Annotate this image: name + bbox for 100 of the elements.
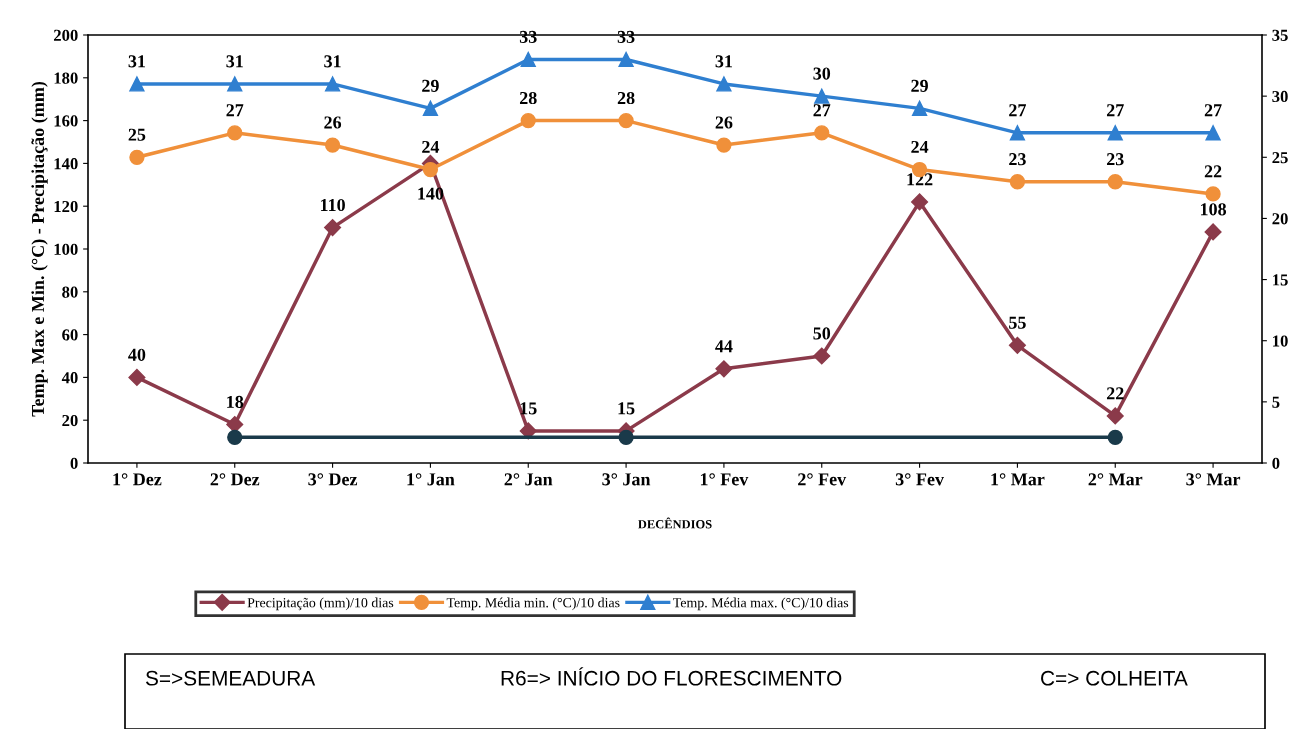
y2-tick-label: 0 <box>1272 457 1280 469</box>
data-label: 27 <box>813 104 831 117</box>
point <box>128 368 146 386</box>
data-label: 18 <box>227 395 244 408</box>
data-label: 27 <box>1106 104 1124 117</box>
point <box>1107 174 1123 190</box>
data-label: 26 <box>324 116 342 129</box>
point <box>520 112 536 129</box>
data-label: 55 <box>1009 316 1026 329</box>
data-label: 31 <box>324 55 341 68</box>
text: R6=> INÍCIO DO FLORESCIMENTO <box>501 667 842 686</box>
x-tick-label: 2° Jan <box>504 473 553 486</box>
x-tick-label: 2° Dez <box>210 473 260 486</box>
point <box>1107 429 1123 445</box>
x-tick-label: 2° Fev <box>798 473 847 486</box>
point <box>324 76 341 92</box>
point <box>1205 125 1221 141</box>
point <box>814 125 830 141</box>
point <box>1009 174 1026 190</box>
y-tick-label: 0 <box>70 457 78 469</box>
point <box>716 137 732 153</box>
y-tick-label: 80 <box>62 286 78 298</box>
y2-tick-label: 30 <box>1272 90 1288 103</box>
point <box>911 100 928 117</box>
point <box>324 219 342 237</box>
text: S=>SEMEADURA <box>145 670 316 686</box>
data-label: 50 <box>813 327 831 340</box>
data-label: 22 <box>1106 387 1124 400</box>
y-tick-label: 160 <box>54 115 78 127</box>
point <box>1204 223 1222 241</box>
y2-tick-label: 25 <box>1272 152 1288 164</box>
legend-label: Temp. Média max. (°C)/10 dias <box>673 597 849 611</box>
point <box>1106 407 1124 425</box>
y-tick-label: 140 <box>54 158 78 170</box>
data-label: 31 <box>226 55 243 68</box>
data-label: 110 <box>320 198 345 212</box>
data-label: 44 <box>715 340 733 353</box>
data-label: 29 <box>911 79 928 92</box>
point <box>520 51 536 68</box>
point <box>324 137 341 153</box>
x-tick-label: 1° Fev <box>700 473 749 486</box>
point <box>1107 125 1123 141</box>
legend-label: Temp. Média min. (°C)/10 dias <box>446 597 620 611</box>
point <box>129 149 145 165</box>
point <box>227 76 243 92</box>
x-tick-label: 3° Jan <box>602 473 651 486</box>
data-label: 24 <box>422 140 440 153</box>
y-tick-label: 60 <box>62 329 78 341</box>
point <box>1205 186 1221 202</box>
point <box>422 161 439 178</box>
point <box>814 88 830 104</box>
data-label: 23 <box>1009 153 1026 166</box>
data-label: 28 <box>519 91 537 105</box>
text: C=> COLHEITA <box>1041 670 1188 686</box>
data-label: 31 <box>128 55 146 68</box>
data-label: 22 <box>1204 165 1222 178</box>
y-tick-label: 20 <box>62 414 78 427</box>
x-tick-label: 3° Fev <box>895 473 944 486</box>
data-label: 27 <box>1009 104 1026 117</box>
point <box>618 112 634 129</box>
point <box>618 51 634 68</box>
point <box>618 429 634 445</box>
data-label: 26 <box>715 116 733 129</box>
y2-tick-label: 10 <box>1273 335 1288 347</box>
point <box>227 125 243 141</box>
point <box>911 193 929 211</box>
y-tick-label: 200 <box>53 29 78 41</box>
data-label: 23 <box>1106 153 1124 166</box>
point <box>716 76 732 92</box>
y2-tick-label: 5 <box>1272 396 1280 408</box>
x-tick-label: 1° Jan <box>407 473 455 486</box>
point <box>129 76 145 92</box>
x-axis-title: DECÊNDIOS <box>638 517 712 529</box>
data-label: 31 <box>715 55 733 68</box>
legend-label: Precipitação (mm)/10 dias <box>247 597 394 611</box>
data-label: 24 <box>911 140 929 153</box>
data-label: 28 <box>617 91 635 105</box>
data-label: 29 <box>422 79 439 92</box>
y-tick-label: 40 <box>61 372 78 384</box>
point <box>1009 125 1026 141</box>
data-label: 30 <box>813 67 831 80</box>
point <box>227 429 243 445</box>
x-tick-label: 3° Dez <box>308 473 358 486</box>
x-tick-label: 2° Mar <box>1088 473 1143 486</box>
y-axis-title: Temp. Max e Min. (°C) - Precipitação (mm) <box>31 81 48 417</box>
data-label: 27 <box>1204 104 1222 117</box>
point <box>422 100 439 117</box>
y2-tick-label: 20 <box>1272 213 1288 225</box>
data-label: 25 <box>128 128 146 141</box>
y-tick-label: 120 <box>54 200 78 213</box>
point <box>715 360 733 378</box>
point <box>813 347 831 365</box>
data-label: 108 <box>1200 203 1227 216</box>
y2-tick-label: 15 <box>1273 274 1288 286</box>
point <box>1008 336 1026 354</box>
data-label: 40 <box>128 348 146 361</box>
x-tick-label: 1° Dez <box>113 473 162 486</box>
data-label: 15 <box>618 402 635 415</box>
data-label: 27 <box>226 104 244 117</box>
y-tick-label: 180 <box>54 72 78 84</box>
